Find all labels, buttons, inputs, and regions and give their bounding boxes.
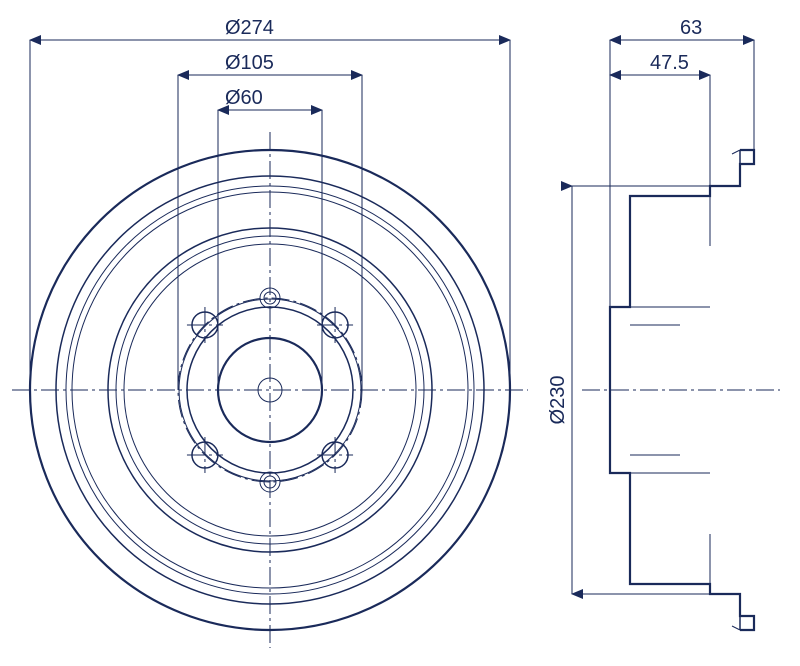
dim-Ø60: Ø60: [225, 87, 263, 109]
side-view: [582, 150, 780, 630]
dim-47-5: 47.5: [650, 52, 689, 74]
dim-Ø274: Ø274: [225, 17, 274, 39]
dim-Ø105: Ø105: [225, 52, 274, 74]
front-view: [12, 132, 528, 648]
dim-230: Ø230: [547, 376, 569, 425]
technical-drawing: Ø274 Ø105 Ø60 63 47.5 Ø230: [0, 0, 800, 666]
dim-63: 63: [680, 17, 702, 39]
dimensions: Ø274 Ø105 Ø60 63 47.5 Ø230: [30, 17, 754, 594]
